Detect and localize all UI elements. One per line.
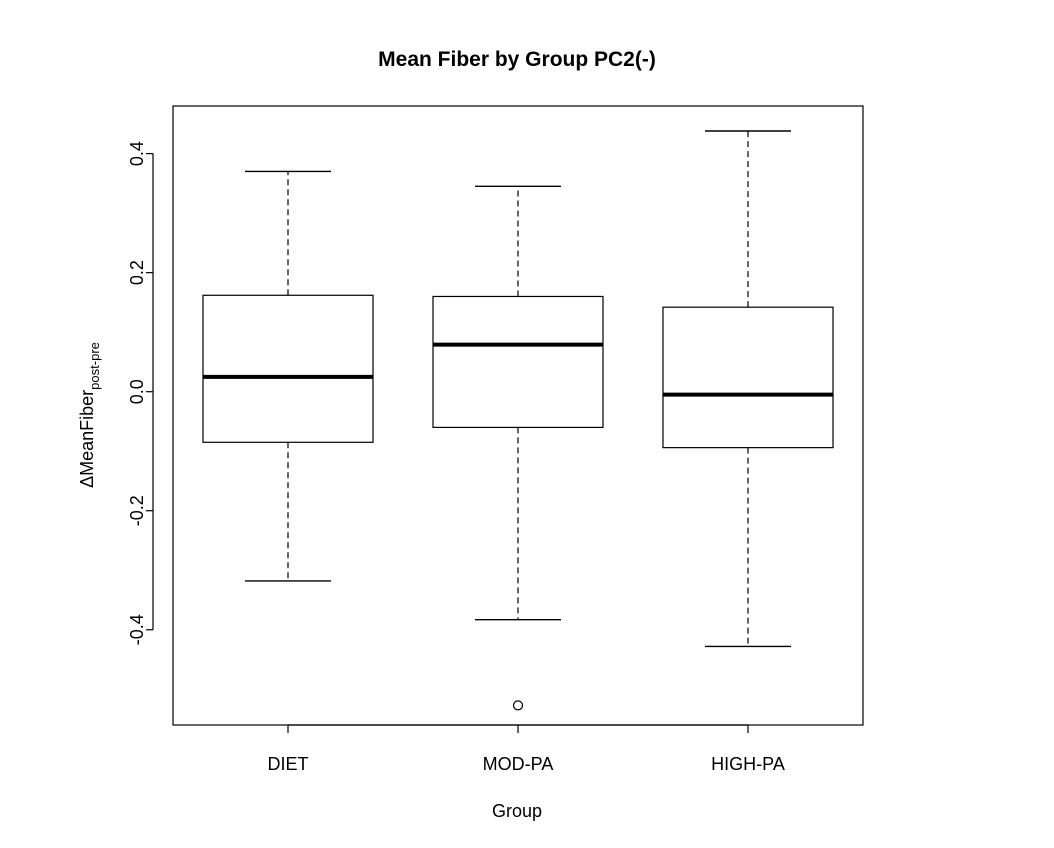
x-tick-label: MOD-PA xyxy=(483,754,554,774)
box-group xyxy=(202,170,374,582)
y-tick-label: -0.2 xyxy=(127,495,147,526)
box-group xyxy=(432,185,604,711)
y-tick-label: 0.0 xyxy=(127,379,147,404)
x-axis-label: Group xyxy=(492,801,542,821)
y-axis-label-prefix: Δ xyxy=(77,476,97,488)
y-axis: -0.4 -0.2 0.0 0.2 0.4 xyxy=(127,141,154,645)
y-axis-label-subscript: post-pre xyxy=(87,342,102,390)
x-tick-label: DIET xyxy=(267,754,308,774)
y-tick-label: -0.4 xyxy=(127,614,147,645)
boxes xyxy=(202,130,834,711)
y-tick-label: 0.4 xyxy=(127,141,147,166)
box-iqr xyxy=(202,294,374,443)
x-tick-label: HIGH-PA xyxy=(711,754,785,774)
y-axis-label-main: MeanFiber xyxy=(77,390,97,476)
y-tick-label: 0.2 xyxy=(127,260,147,285)
x-axis: DIET MOD-PA HIGH-PA xyxy=(267,724,785,774)
box-iqr xyxy=(432,295,604,429)
outlier-point xyxy=(512,700,524,711)
box-iqr xyxy=(662,306,834,449)
y-axis-label: ΔMeanFiberpost-pre xyxy=(77,342,102,488)
box-group xyxy=(662,130,834,648)
chart-title: Mean Fiber by Group PC2(-) xyxy=(378,48,656,71)
